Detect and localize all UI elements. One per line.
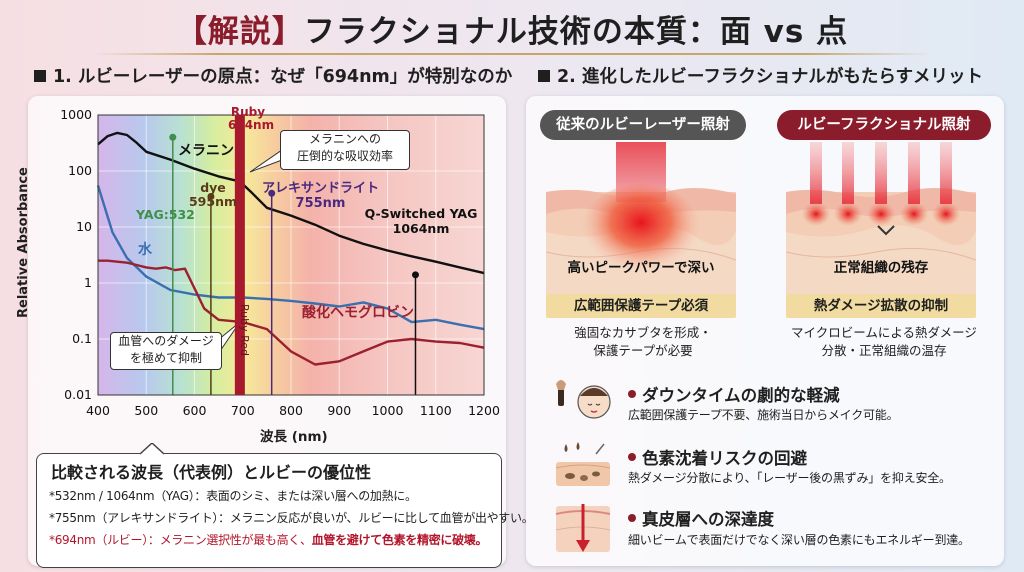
skin-pigment-icon [555, 442, 611, 486]
micro-heat-spot [834, 202, 862, 226]
comparison-title: 比較される波長（代表例）とルビーの優位性 [51, 463, 372, 482]
fractional-desc: マイクロビームによる熱ダメージ 分散・正常組織の温存 [791, 325, 977, 358]
y-tick-label: 1000 [60, 107, 92, 122]
series-label-water: 水 [138, 242, 152, 258]
micro-heat-spot [932, 202, 960, 226]
x-tick-label: 1100 [420, 403, 452, 418]
conventional-skin-diagram [546, 142, 736, 317]
micro-beam [842, 142, 854, 204]
x-tick-label: 600 [183, 403, 207, 418]
micro-beam [940, 142, 952, 204]
vessel-damage-callout: 血管へのダメージ を極めて抑制 [110, 332, 222, 370]
micro-beam [810, 142, 822, 204]
conventional-inner-text: 高いピークパワーで深い [567, 260, 715, 276]
x-tick-label: 700 [231, 403, 255, 418]
conventional-header: 従来のルビーレーザー照射 [540, 110, 746, 140]
conventional-desc: 強固なカサブタを形成・ 保護テープが必要 [574, 325, 712, 358]
y-tick-label: 0.01 [64, 387, 92, 402]
conventional-bar: 広範囲保護テープ必須 [546, 294, 736, 318]
wavelength-comparison-box: 比較される波長（代表例）とルビーの優位性 *532nm / 1064nm（YAG… [36, 453, 534, 568]
fractional-header: ルビーフラクショナル照射 [777, 110, 991, 140]
benefit-desc-pigment: 熱ダメージ分散により、「レーザー後の黒ずみ」を抑え安全。 [628, 471, 951, 485]
benefits-panel [526, 96, 1004, 566]
x-tick-label: 800 [279, 403, 303, 418]
benefit-desc-downtime: 広範囲保護テープ不要、施術当日からメイク可能。 [628, 408, 899, 422]
plot-frame [97, 114, 485, 396]
marker-dot [169, 133, 177, 141]
ruby-band [234, 115, 245, 395]
series-label-melanin: メラニン [178, 143, 234, 159]
page-title: 【解説】フラクショナル技術の本質：面 vs 点 [0, 6, 1024, 51]
micro-heat-spot [900, 202, 928, 226]
melanin-efficiency-callout: メラニンへの 圧倒的な吸収効率 [280, 130, 410, 170]
benefit-title-depth: 真皮層への深達度 [628, 506, 774, 530]
marker-label-qyag: Q-Switched YAG 1064nm [364, 206, 478, 236]
x-tick-label: 500 [134, 403, 158, 418]
caption-pointer [140, 443, 164, 455]
y-tick-label: 10 [76, 219, 92, 234]
y-tick-label: 0.1 [72, 331, 92, 346]
micro-heat-spot [867, 202, 895, 226]
fractional-inner-text: 正常組織の残存 [833, 260, 929, 276]
ruby-red-vertical-label: Ruby Red [238, 304, 251, 357]
comparison-line-yag: *532nm / 1064nm（YAG）：表面のシミ、または深い層への加熱に。 [49, 489, 417, 503]
y-tick-label: 1 [84, 275, 92, 290]
x-tick-label: 900 [327, 403, 351, 418]
benefit-title-downtime: ダウンタイムの劇的な軽減 [628, 382, 840, 406]
x-axis-label: 波長 (nm) [260, 429, 328, 445]
benefit-title-pigment: 色素沈着リスクの回避 [628, 445, 807, 469]
y-tick-label: 100 [68, 163, 92, 178]
marker-label-dye: dye 595nm [188, 180, 238, 209]
x-tick-label: 1200 [468, 403, 500, 418]
comparison-line-ruby: *694nm（ルビー）：メラニン選択性が最も高く、血管を避けて色素を精密に破壊。 [49, 533, 488, 547]
face-makeup-icon [556, 380, 611, 419]
marker-dot [207, 193, 215, 201]
series-label-hemoglobin: 酸化ヘモグロビン [302, 305, 414, 321]
series-line [97, 131, 485, 275]
y-axis-label: Relative Absorbance [16, 167, 31, 318]
marker-dot [411, 271, 419, 279]
title-main: フラクショナル技術の本質：面 vs 点 [303, 14, 849, 50]
right-section-title: 2. 進化したルビーフラクショナルがもたらすメリット [538, 63, 983, 88]
x-tick-label: 1000 [372, 403, 404, 418]
left-section-title: 1. ルビーレーザーの原点：なぜ「694nm」が特別なのか [34, 63, 512, 88]
skin-depth-icon [555, 504, 611, 552]
title-divider [92, 53, 932, 55]
title-tag: 【解説】 [175, 14, 304, 50]
marker-label-yag532: YAG:532 [136, 207, 195, 222]
fractional-bar: 熱ダメージ拡散の抑制 [786, 294, 976, 318]
micro-beam [908, 142, 920, 204]
fractional-skin-diagram [786, 142, 976, 317]
marker-label-alexandrite: アレキサンドライト 755nm [262, 181, 380, 211]
micro-heat-spot [802, 202, 830, 226]
x-tick-label: 400 [86, 403, 110, 418]
ruby-label: Ruby 694nm [228, 105, 275, 132]
marker-dot [268, 189, 276, 197]
micro-beam [875, 142, 887, 204]
section-bullet-icon [538, 70, 550, 82]
benefit-desc-depth: 細いビームで表面だけでなく深い層の色素にもエネルギー到達。 [628, 533, 970, 547]
section-bullet-icon [34, 70, 46, 82]
comparison-line-alex: *755nm（アレキサンドライト）：メラニン反応が良いが、ルビーに比して血管が出… [49, 511, 534, 525]
